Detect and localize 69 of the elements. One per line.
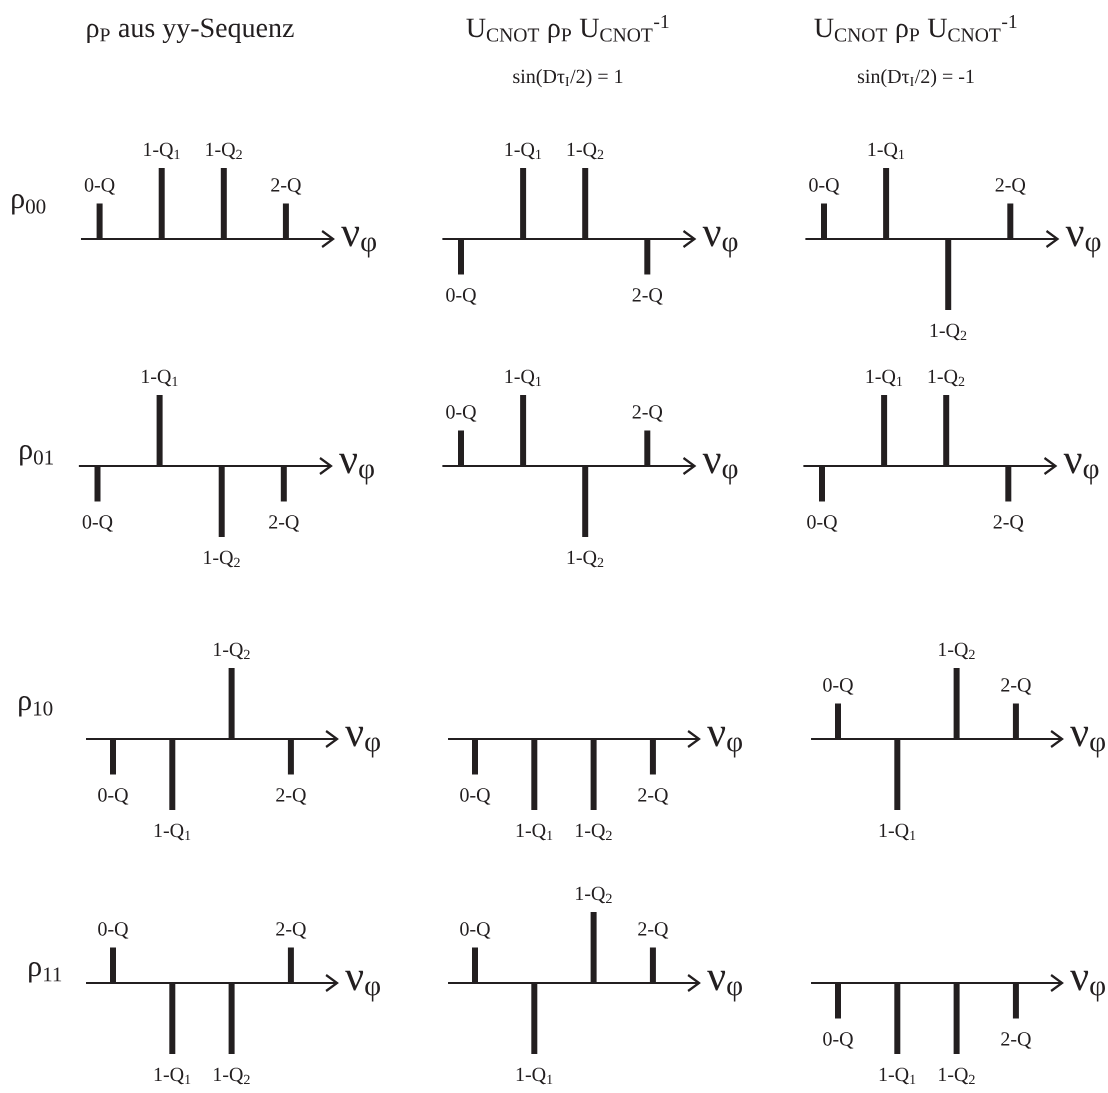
x-tick-label: 2-Q <box>276 788 307 805</box>
x-tick-label: 0-Q <box>807 515 838 532</box>
x-axis-title: ν$_{φ}$ <box>707 726 742 758</box>
x-tick-label: 0-Q <box>460 922 491 939</box>
x-tick-label: 1-Q$_{2}$ <box>206 142 242 160</box>
x-tick-label: 1-Q$_{1}$ <box>505 369 542 387</box>
x-axis-title: ν$_{φ}$ <box>345 726 380 758</box>
chart-subtitle: sin(Dτ$_{I}$/2) = -1 <box>857 69 974 88</box>
x-axis-title: ν$_{φ}$ <box>345 970 380 1002</box>
x-tick-label: 2-Q <box>632 405 663 422</box>
x-tick-label: 0-Q <box>84 178 115 195</box>
x-axis-title: ν$_{φ}$ <box>1065 226 1101 258</box>
chart-subtitle: sin(Dτ$_{I}$/2) = 1 <box>513 69 623 88</box>
x-tick-label: 2-Q <box>638 788 669 805</box>
x-tick-label: 0-Q <box>823 1032 854 1049</box>
y-axis-title: ρ$_{00}$ <box>12 193 46 215</box>
x-axis-title: ν$_{φ}$ <box>702 453 738 485</box>
x-tick-label: 2-Q <box>1001 678 1032 695</box>
x-tick-label: 1-Q$_{2}$ <box>930 323 967 341</box>
x-tick-label: 2-Q <box>276 922 307 939</box>
x-tick-label: 1-Q$_{1}$ <box>142 369 178 387</box>
x-tick-label: 0-Q <box>460 788 491 805</box>
x-tick-label: 1-Q$_{2}$ <box>576 823 612 841</box>
x-tick-label: 1-Q$_{2}$ <box>939 642 975 660</box>
x-tick-label: 0-Q <box>823 678 854 695</box>
x-axis-title: ν$_{φ}$ <box>339 453 374 485</box>
x-tick-label: 1-Q$_{2}$ <box>928 369 965 387</box>
chart-title: U$_{CNOT}$ ρ$_{P}$ U$_{CNOT}$-1 <box>814 15 1017 43</box>
x-tick-label: 1-Q$_{2}$ <box>204 550 240 568</box>
x-tick-label: 2-Q <box>269 515 300 532</box>
chart-title: U$_{CNOT}$ ρ$_{P}$ U$_{CNOT}$-1 <box>466 15 669 43</box>
x-tick-label: 1-Q$_{1}$ <box>516 1067 553 1085</box>
x-tick-label: 1-Q$_{2}$ <box>576 886 612 904</box>
x-tick-label: 2-Q <box>995 178 1026 195</box>
x-tick-label: 1-Q$_{2}$ <box>214 642 250 660</box>
x-tick-label: 2-Q <box>993 515 1024 532</box>
y-axis-title: ρ$_{10}$ <box>19 695 53 717</box>
x-tick-label: 1-Q$_{1}$ <box>154 823 191 841</box>
x-tick-label: 0-Q <box>82 515 113 532</box>
x-tick-label: 1-Q$_{1}$ <box>505 142 542 160</box>
x-tick-label: 0-Q <box>98 922 129 939</box>
x-tick-label: 1-Q$_{2}$ <box>214 1067 250 1085</box>
x-tick-label: 2-Q <box>638 922 669 939</box>
x-axis-title: ν$_{φ}$ <box>707 970 742 1002</box>
x-tick-label: 2-Q <box>271 178 302 195</box>
x-tick-label: 1-Q$_{1}$ <box>144 142 180 160</box>
x-tick-label: 2-Q <box>632 288 663 305</box>
x-tick-label: 1-Q$_{2}$ <box>567 142 604 160</box>
x-axis-title: ν$_{φ}$ <box>1070 970 1105 1002</box>
chart-title: ρ$_{P}$ aus yy-Sequenz <box>87 18 294 44</box>
x-tick-label: 1-Q$_{2}$ <box>567 550 604 568</box>
x-tick-label: 0-Q <box>446 288 477 305</box>
x-tick-label: 1-Q$_{1}$ <box>868 142 905 160</box>
y-axis-title: ρ$_{11}$ <box>29 961 62 983</box>
x-tick-label: 1-Q$_{1}$ <box>154 1067 191 1085</box>
x-tick-label: 1-Q$_{2}$ <box>939 1067 975 1085</box>
x-axis-title: ν$_{φ}$ <box>702 226 738 258</box>
x-tick-label: 2-Q <box>1001 1032 1032 1049</box>
x-axis-title: ν$_{φ}$ <box>1070 726 1105 758</box>
x-tick-label: 0-Q <box>809 178 840 195</box>
x-tick-label: 0-Q <box>446 405 477 422</box>
x-tick-label: 1-Q$_{1}$ <box>516 823 553 841</box>
x-tick-label: 1-Q$_{1}$ <box>866 369 903 387</box>
y-axis-title: ρ$_{01}$ <box>20 444 53 466</box>
x-tick-label: 1-Q$_{1}$ <box>879 823 916 841</box>
x-axis-title: ν$_{φ}$ <box>341 226 376 258</box>
x-tick-label: 0-Q <box>98 788 129 805</box>
x-tick-label: 1-Q$_{1}$ <box>879 1067 916 1085</box>
x-axis-title: ν$_{φ}$ <box>1063 453 1099 485</box>
